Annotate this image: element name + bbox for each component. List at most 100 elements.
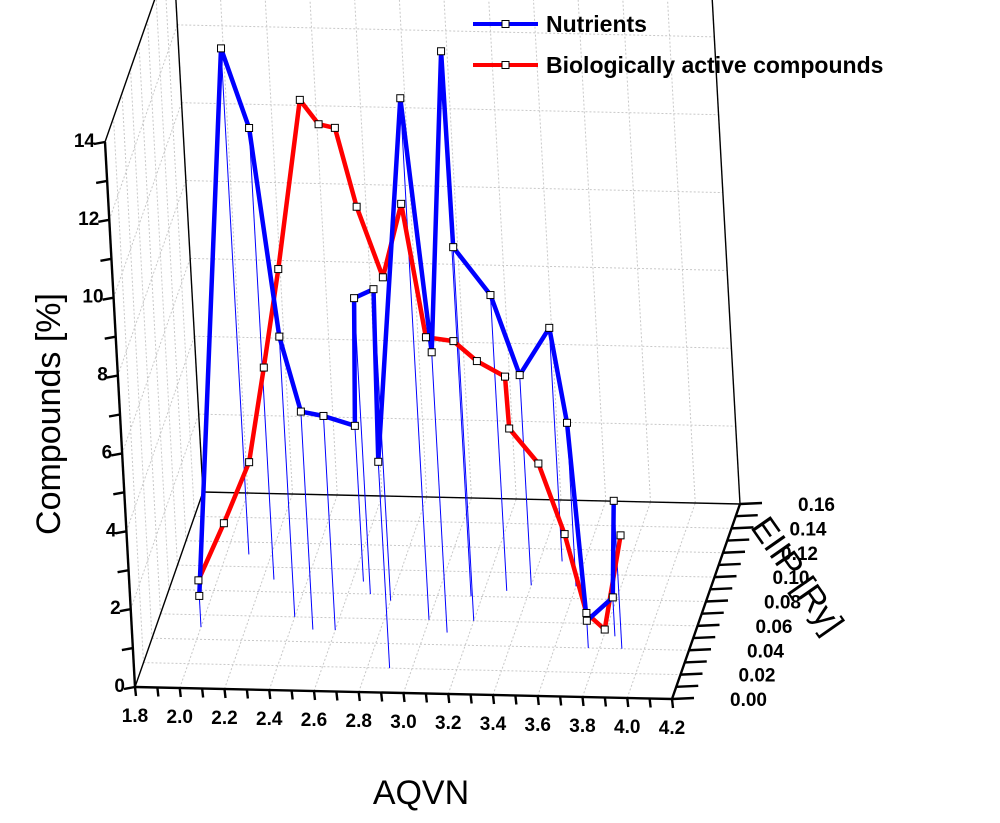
x-tick-label: 3.6 [525, 715, 551, 736]
y-tick-mark [714, 574, 737, 579]
grid-line-floor-x [224, 493, 293, 690]
data-point-nutrients [563, 418, 571, 427]
frame-edge [175, 0, 204, 493]
x-tick-mark [223, 688, 227, 699]
x-tick-mark [514, 695, 518, 705]
x-tick-label: 2.4 [256, 709, 283, 730]
x-tick-label: 3.0 [390, 712, 416, 733]
data-point-nutrients [437, 47, 446, 56]
x-tick-mark [447, 693, 451, 704]
drop-line-nutrients [399, 98, 430, 620]
frame-edge [202, 491, 741, 505]
data-point-nutrients [245, 123, 254, 132]
z-tick-label: 6 [102, 442, 113, 463]
data-point-biologically-active [194, 576, 203, 585]
grid-line-side-z [130, 413, 200, 610]
y-tick-label: 0.02 [739, 666, 776, 687]
grid-line-side-z [117, 180, 187, 376]
z-tick-mark [117, 569, 129, 574]
data-point-nutrients [582, 616, 591, 625]
grid-line-floor-x [358, 496, 428, 693]
drop-line-nutrients [519, 375, 532, 586]
z-tick-mark [110, 452, 123, 457]
data-point-biologically-active [378, 273, 387, 282]
x-tick-mark [670, 698, 675, 709]
y-tick-mark [680, 672, 703, 676]
z-tick-label: 0 [114, 676, 125, 697]
y-tick-label: 0.06 [756, 617, 793, 638]
series-line-nutrients [197, 46, 616, 624]
grid-line-floor-x [179, 492, 249, 689]
grid-line-floor-y [177, 564, 715, 578]
grid-line-side-z [125, 336, 195, 532]
grid-line-back-z [198, 413, 736, 427]
grid-line-back-x [398, 0, 428, 498]
data-point-nutrients [609, 496, 618, 505]
y-tick-mark [727, 538, 750, 542]
data-point-nutrients [396, 94, 405, 103]
x-tick-mark [312, 690, 317, 701]
data-point-biologically-active [274, 265, 283, 274]
x-tick-mark [178, 687, 182, 698]
legend-item-biologically-active: Biologically active compounds [473, 52, 883, 78]
grid-line-back-x [443, 0, 472, 499]
z-tick-mark [100, 257, 112, 262]
data-point-nutrients [195, 591, 204, 600]
data-point-biologically-active [505, 424, 514, 433]
label-layer: 1.8 2.0 2.2 2.4 2.6 2.8 3.0 3.2 3.4 3.6 3.8 4.0 4.2 0… [74, 131, 835, 739]
grid-line-back-x [220, 0, 249, 494]
z-tick-mark [121, 646, 134, 652]
drop-line-nutrients [452, 247, 475, 621]
data-point-nutrients [608, 593, 617, 602]
data-point-nutrients [515, 371, 524, 380]
drop-line-nutrients [248, 127, 275, 580]
drop-line-nutrients [586, 620, 589, 649]
legend-marker-nutrients [501, 20, 510, 28]
data-point-nutrients [350, 294, 359, 303]
grid-line-floor-x [582, 501, 651, 698]
y-tick-mark [705, 599, 729, 603]
grid-line-back-x [622, 0, 651, 503]
data-point-biologically-active [421, 333, 430, 342]
x-tick-mark [626, 697, 630, 708]
grid-line-floor-y [143, 662, 681, 676]
z-tick-mark [113, 491, 125, 496]
grid-line-side-y [155, 0, 187, 541]
grid-line-side-y [147, 20, 178, 566]
data-point-biologically-active [295, 95, 304, 104]
data-point-nutrients [427, 348, 436, 357]
drop-line-nutrients [278, 336, 296, 617]
data-point-nutrients [296, 407, 305, 416]
grid-line-back-x [488, 0, 517, 500]
data-point-biologically-active [219, 519, 228, 528]
y-tick-label: 0.00 [730, 690, 767, 711]
z-tick-label: 10 [82, 287, 103, 308]
x-tick-label: 2.6 [301, 710, 327, 731]
grid-line-floor-x [313, 495, 383, 692]
grid-line-back-z [177, 24, 715, 38]
x-tick-mark [200, 688, 205, 698]
x-tick-mark [536, 695, 540, 706]
drop-line-nutrients [431, 352, 448, 633]
grid-line-floor-y [151, 637, 690, 651]
data-point-biologically-active [314, 120, 323, 129]
y-tick-mark [688, 648, 712, 652]
grid-line-side-y [165, 0, 195, 517]
data-point-nutrients [374, 457, 383, 466]
y-tick-label: 0.16 [798, 495, 835, 516]
y-tick-mark [735, 513, 758, 518]
x-tick-label: 3.8 [569, 716, 595, 737]
drop-line-nutrients [612, 597, 616, 637]
y-tick-mark [693, 635, 716, 640]
axis-layer [93, 140, 763, 709]
x-tick-mark [491, 694, 496, 705]
y-tick-label: 0.08 [764, 593, 801, 614]
legend-marker-biologically-active [501, 61, 510, 69]
grid-line-side-y [121, 93, 153, 639]
y-tick-label: 0.14 [790, 519, 827, 540]
x-tick-label: 4.0 [614, 717, 640, 738]
series-layer [194, 44, 625, 634]
grid-line-side-z [121, 258, 191, 454]
x-tick-label: 3.4 [480, 714, 507, 735]
